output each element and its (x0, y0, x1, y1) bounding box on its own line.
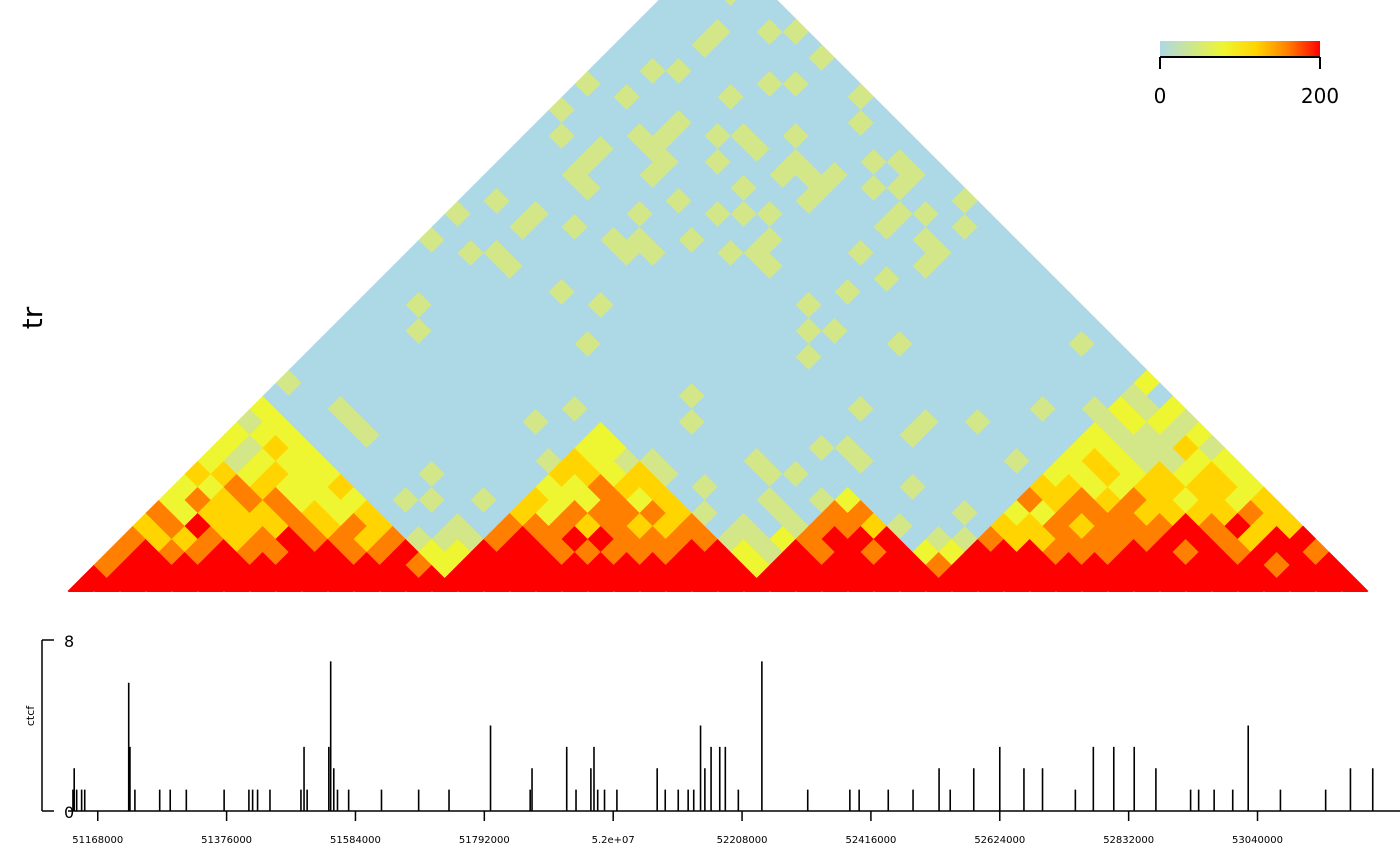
colorbar-gradient (1160, 41, 1320, 57)
ctcf-x-tick-label: 52624000 (974, 835, 1025, 846)
ctcf-x-tick-label: 52832000 (1103, 835, 1154, 846)
colorbar-max-label: 200 (1301, 84, 1339, 108)
heatmap-triangle (67, 0, 1369, 592)
ctcf-x-tick-label: 51376000 (201, 835, 252, 846)
ctcf-x-tick-label: 52208000 (717, 835, 768, 846)
ctcf-x-tick-label: 52416000 (845, 835, 896, 846)
ctcf-x-tick-label: 51168000 (72, 835, 123, 846)
ctcf-bars (72, 661, 1374, 811)
ctcf-track: ctcf 8 0 51168000 51376000 51584000 5179200… (24, 632, 1400, 846)
ctcf-x-tick-label: 5.2e+07 (592, 835, 635, 846)
heatmap-ylabel: tr (16, 306, 49, 329)
ctcf-x-tick-label: 51584000 (330, 835, 381, 846)
ctcf-y-tick-label-max: 8 (64, 632, 74, 651)
colorbar-min-label: 0 (1154, 84, 1167, 108)
ctcf-ylabel: ctcf (24, 705, 37, 726)
heatmap-cell (1341, 577, 1369, 592)
ctcf-x-ticks: 51168000 51376000 51584000 51792000 5.2e+07 5… (72, 811, 1283, 846)
ctcf-x-tick-label: 53040000 (1232, 835, 1283, 846)
ctcf-y-tick-label-min: 0 (64, 803, 74, 822)
ctcf-x-tick-label: 51792000 (459, 835, 510, 846)
colorbar: 0 200 (1154, 41, 1339, 108)
